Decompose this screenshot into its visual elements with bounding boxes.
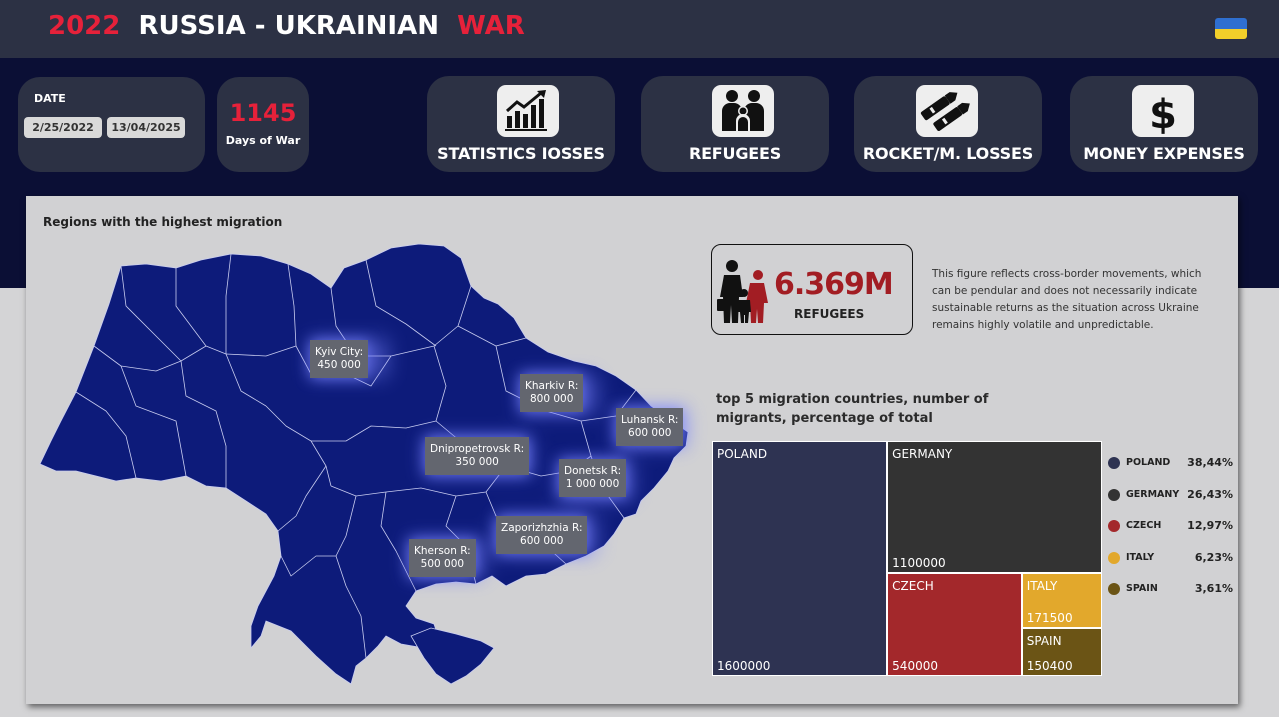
treemap-cell-value: 1100000 [892, 555, 946, 570]
region-name: Kyiv City: [315, 346, 364, 358]
region-name: Kherson R: [414, 545, 471, 557]
legend-percentage: 12,97% [1187, 519, 1233, 532]
header-bar: 2022 RUSSIA - UKRAINIAN WAR [0, 0, 1279, 58]
treemap-cell-spain[interactable]: SPAIN 150400 [1021, 627, 1102, 676]
nav-label-rocket-losses: ROCKET/M. LOSSES [862, 144, 1034, 163]
family-icon [712, 85, 774, 137]
chart-icon [497, 85, 559, 137]
crimea-shape [410, 627, 495, 685]
days-of-war-label: Days of War [225, 134, 301, 147]
legend-percentage: 38,44% [1187, 456, 1233, 469]
title-main: RUSSIA - UKRAINIAN [138, 11, 439, 41]
region-value: 450 000 [317, 359, 361, 371]
region-name: Dnipropetrovsk R: [430, 443, 525, 455]
treemap-cell-value: 150400 [1026, 658, 1073, 673]
treemap-cell-label: GERMANY [892, 447, 953, 461]
legend-percentage: 26,43% [1187, 487, 1233, 501]
refugees-kpi-card: 6.369M REFUGEES [711, 244, 913, 335]
region-borders [75, 253, 637, 659]
nav-button-rocket-losses[interactable]: ROCKET/M. LOSSES [854, 76, 1042, 172]
region-name: Kharkiv R: [525, 380, 579, 392]
legend-label: POLAND [1126, 457, 1171, 468]
treemap-cell-label: SPAIN [1026, 633, 1062, 648]
region-value: 600 000 [628, 427, 672, 439]
treemap-cell-label: POLAND [717, 447, 768, 461]
region-label-kharkiv: Kharkiv R: 800 000 [520, 374, 584, 412]
region-label-luhansk: Luhansk R: 600 000 [616, 408, 684, 446]
region-value: 350 000 [455, 456, 499, 468]
rocket-icon [916, 85, 978, 137]
region-label-kyiv: Kyiv City: 450 000 [310, 340, 369, 378]
nav-label-statistics: STATISTICS IOSSES [437, 144, 605, 163]
start-date-input[interactable]: 2/25/2022 [24, 117, 102, 138]
title-year: 2022 [48, 11, 121, 41]
treemap-cell-label: CZECH [892, 578, 934, 593]
legend-dot [1108, 457, 1120, 469]
treemap-cell-label: ITALY [1026, 578, 1058, 593]
treemap-cell-value: 1600000 [717, 659, 771, 673]
migration-treemap: POLAND 1600000 GERMANY 1100000 CZECH 540000 IT… [712, 441, 1102, 676]
date-filter-card: DATE 2/25/2022 13/04/2025 [18, 77, 205, 172]
refugees-note: This figure reflects cross-border moveme… [932, 268, 1202, 331]
treemap-title: top 5 migration countries, number of mig… [716, 392, 989, 426]
days-of-war-value: 1145 [229, 99, 297, 127]
region-label-zaporizhzhia: Zaporizhzhia R: 600 000 [496, 516, 588, 554]
legend-item-italy[interactable]: ITALY 6,23% [1108, 551, 1233, 565]
legend-item-poland[interactable]: POLAND 38,44% [1108, 456, 1233, 470]
legend-label: SPAIN [1126, 583, 1158, 594]
legend-dot [1108, 551, 1120, 564]
page-title: 2022 RUSSIA - UKRAINIAN WAR [48, 11, 525, 41]
treemap-cell-value: 171500 [1026, 610, 1073, 625]
legend-label: ITALY [1126, 551, 1155, 563]
map-title: Regions with the highest migration [43, 215, 283, 229]
region-value: 500 000 [420, 558, 465, 570]
refugee-family-icon [717, 260, 768, 323]
ukraine-map [39, 243, 689, 685]
region-label-dnipropetrovsk: Dnipropetrovsk R: 350 000 [425, 437, 530, 475]
treemap-cell-czech[interactable]: CZECH 540000 [887, 572, 1022, 676]
legend-dot [1108, 520, 1120, 532]
region-name: Donetsk R: [564, 465, 622, 477]
legend-label: GERMANY [1126, 488, 1180, 500]
nav-label-refugees: REFUGEES [688, 144, 782, 163]
region-name: Zaporizhzhia R: [501, 522, 583, 534]
legend-label: CZECH [1126, 520, 1162, 531]
days-of-war-card: 1145 Days of War [217, 77, 309, 172]
legend-item-germany[interactable]: GERMANY 26,43% [1108, 488, 1233, 502]
region-value: 800 000 [529, 393, 574, 405]
title-war: WAR [457, 11, 525, 41]
region-label-kherson: Kherson R: 500 000 [409, 539, 476, 577]
treemap-cell-value: 540000 [892, 658, 938, 673]
refugees-value: 6.369M [774, 267, 894, 302]
treemap-cell-italy[interactable]: ITALY 171500 [1021, 572, 1102, 628]
region-label-donetsk: Donetsk R: 1 000 000 [559, 459, 627, 497]
legend-percentage: 6,23% [1194, 550, 1233, 564]
legend-dot [1108, 583, 1120, 595]
date-label: DATE [34, 92, 66, 105]
nav-label-money-expenses: MONEY EXPENSES [1083, 144, 1245, 163]
svg-text:$: $ [1149, 92, 1177, 137]
legend-item-czech[interactable]: CZECH 12,97% [1108, 519, 1233, 533]
ukraine-map-shape [39, 243, 689, 685]
nav-button-statistics[interactable]: STATISTICS IOSSES [427, 76, 615, 172]
main-panel: Regions with the highest migration [26, 196, 1238, 704]
legend-item-spain[interactable]: SPAIN 3,61% [1108, 582, 1233, 596]
legend-dot [1108, 488, 1120, 501]
treemap-cell-germany[interactable]: GERMANY 1100000 [887, 441, 1102, 573]
refugees-label: REFUGEES [794, 307, 865, 321]
region-value: 1 000 000 [565, 478, 620, 490]
nav-button-money-expenses[interactable]: $ MONEY EXPENSES [1070, 76, 1258, 172]
end-date-input[interactable]: 13/04/2025 [107, 117, 185, 138]
legend-percentage: 3,61% [1194, 582, 1233, 595]
region-name: Luhansk R: [621, 414, 679, 426]
treemap-cell-poland[interactable]: POLAND 1600000 [712, 441, 888, 676]
region-value: 600 000 [520, 535, 564, 547]
ukraine-flag-icon [1215, 18, 1247, 39]
nav-button-refugees[interactable]: REFUGEES [641, 76, 829, 172]
dollar-icon: $ [1132, 85, 1194, 137]
